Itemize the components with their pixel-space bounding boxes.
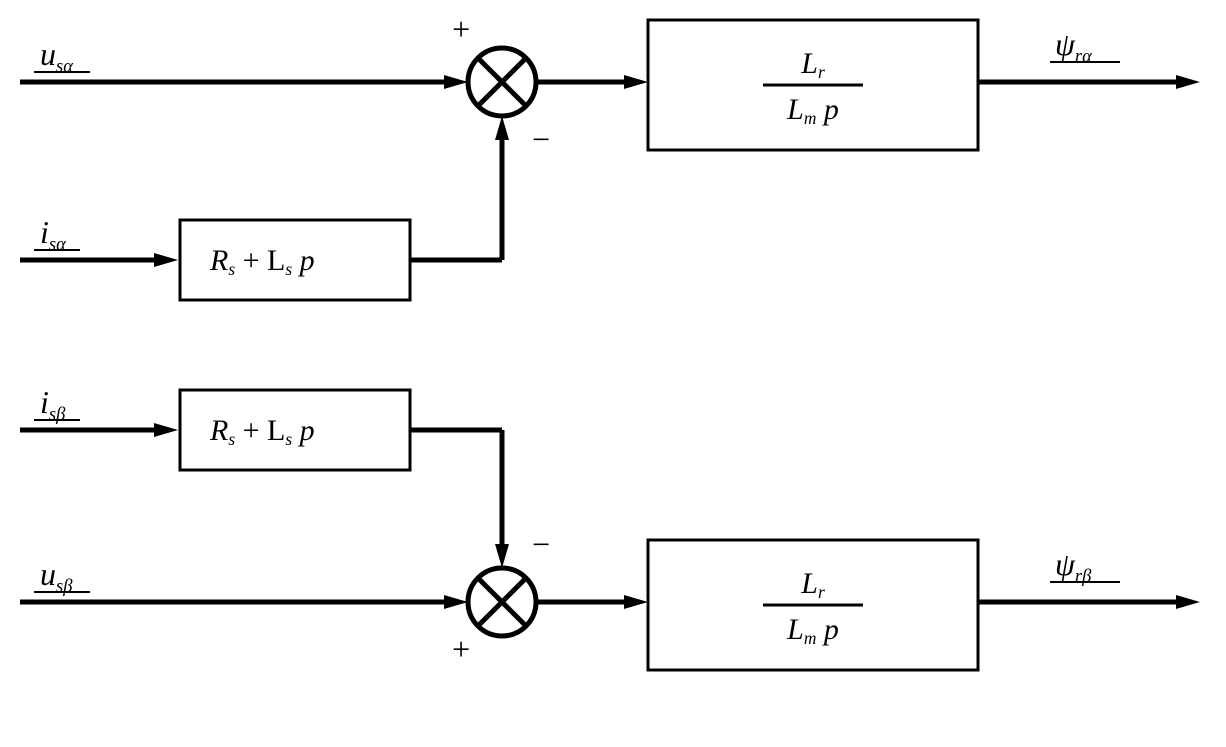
sum-bot-minus-label: − xyxy=(530,526,552,562)
input-isb-label: isβ xyxy=(40,384,66,425)
sum-top-minus-label: − xyxy=(530,121,552,157)
sum-bot-plus-label: + xyxy=(450,631,472,667)
tf-block-b-text: Rs + Ls p xyxy=(209,414,315,449)
tf-block-a-text: Rs + Ls p xyxy=(209,244,315,279)
input-usa-label: usα xyxy=(40,36,74,77)
input-usb-label: usβ xyxy=(40,556,73,597)
input-isa-label: isα xyxy=(40,214,67,255)
sum-top-plus-label: + xyxy=(450,11,472,47)
output-top-label: ψrα xyxy=(1055,26,1093,67)
output-bot-label: ψrβ xyxy=(1055,546,1092,587)
